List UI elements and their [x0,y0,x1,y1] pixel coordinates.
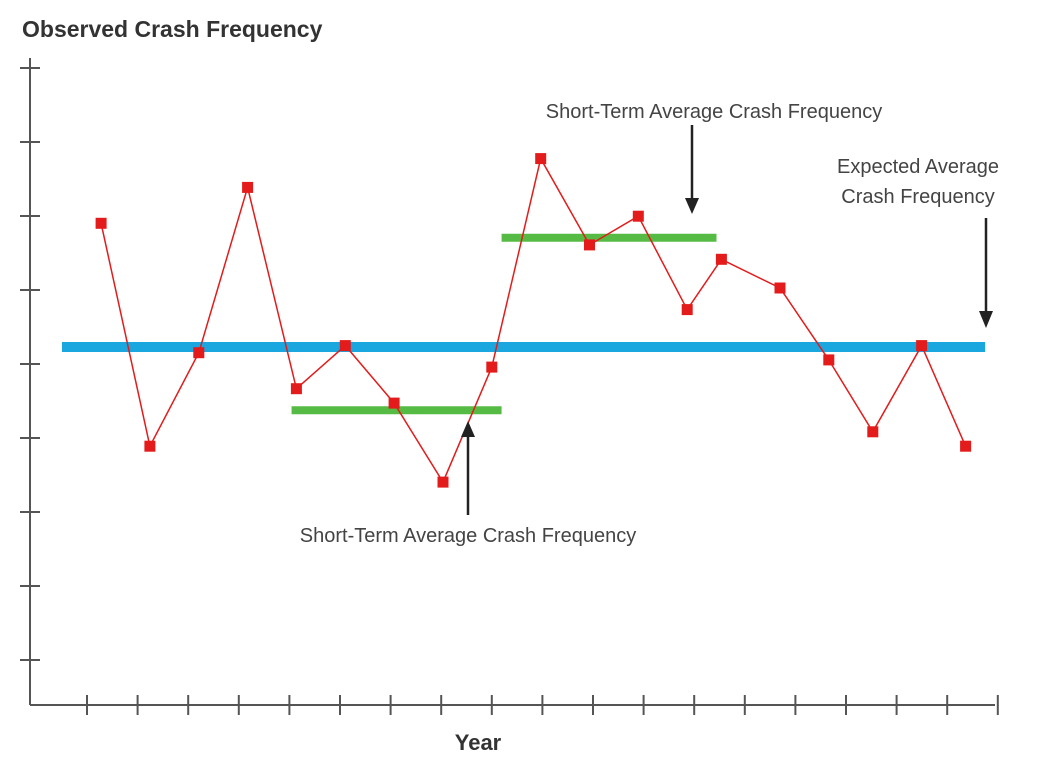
data-point [867,426,879,438]
data-point [193,347,205,359]
data-point [774,282,786,294]
series-line [100,156,967,484]
data-point [715,253,727,265]
data-point [144,440,156,452]
data-point [95,217,107,229]
data-point [584,239,595,251]
data-point [632,210,644,222]
data-point [535,153,547,165]
reference-lines [62,233,986,415]
arrow-expected-head [979,311,993,328]
data-point [339,340,351,352]
data-point [486,361,498,373]
data-point [437,476,449,488]
annotation-expected-line1: Expected Average [837,156,999,178]
series-group [95,153,972,488]
annotation-expected-line2: Crash Frequency [841,186,994,208]
arrow-upper-head [685,198,699,214]
arrow-lower-head [461,421,475,437]
data-point [960,440,972,452]
data-point [242,181,254,193]
y-axis-title: Observed Crash Frequency [22,16,323,42]
annotation-short-term-lower: Short-Term Average Crash Frequency [300,525,636,547]
annotation-short-term-upper: Short-Term Average Crash Frequency [546,101,882,123]
data-point [823,354,835,366]
data-point [290,383,302,395]
data-point [681,304,693,316]
annotations: Short-Term Average Crash Frequency Short… [300,101,999,547]
axes [20,58,999,715]
data-point [388,397,400,409]
x-axis-title: Year [455,730,502,755]
data-point [916,340,928,352]
